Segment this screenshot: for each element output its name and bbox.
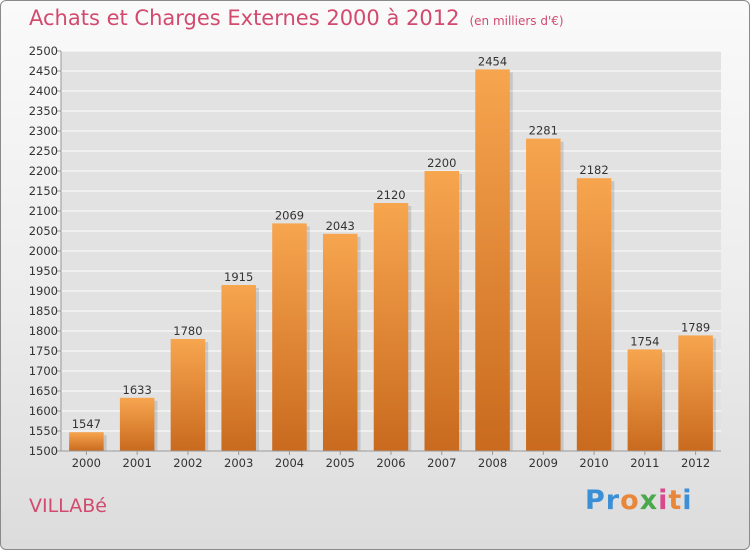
logo-letter: r xyxy=(605,485,621,516)
logo-letter: o xyxy=(620,485,640,516)
bar xyxy=(424,171,460,451)
y-tick-label: 2000 xyxy=(29,244,58,258)
bar-value-label: 2182 xyxy=(579,163,608,177)
bar xyxy=(373,203,409,451)
x-tick-label: 2007 xyxy=(427,456,456,470)
bars: 1547 1633 1780 1915 2069 2043 2120 2200 2454 2281… xyxy=(69,54,716,452)
bar xyxy=(322,233,358,451)
bar xyxy=(119,397,155,451)
y-tick-label: 1500 xyxy=(29,444,58,458)
logo-letter: P xyxy=(585,485,606,516)
bar xyxy=(221,285,256,451)
bar-value-label: 1915 xyxy=(224,270,253,284)
y-tick-label: 1650 xyxy=(29,384,58,398)
y-tick-label: 1750 xyxy=(29,344,58,358)
y-tick-label: 1950 xyxy=(29,264,58,278)
x-tick-label: 2004 xyxy=(275,456,304,470)
logo-letter: x xyxy=(639,485,659,516)
logo-letter: i xyxy=(658,485,669,516)
y-tick-label: 2500 xyxy=(29,44,58,58)
bar xyxy=(69,432,104,451)
bar-value-label: 2281 xyxy=(529,124,558,138)
x-tick-label: 2011 xyxy=(630,456,659,470)
chart-title-block: Achats et Charges Externes 2000 à 2012 (e… xyxy=(29,6,564,30)
y-tick-label: 2350 xyxy=(29,104,58,118)
y-tick-label: 2450 xyxy=(29,64,58,78)
bar-value-label: 1789 xyxy=(681,320,710,334)
bar-value-label: 2454 xyxy=(478,54,507,68)
x-tick-label: 2001 xyxy=(123,456,152,470)
x-tick-label: 2012 xyxy=(681,456,710,470)
bar xyxy=(526,138,561,451)
y-tick-label: 2200 xyxy=(29,164,58,178)
x-tick-label: 2003 xyxy=(224,456,253,470)
y-tick-label: 2100 xyxy=(29,204,58,218)
bar-value-label: 1754 xyxy=(630,334,659,348)
chart-title: Achats et Charges Externes 2000 à 2012 xyxy=(29,6,460,30)
bar xyxy=(170,339,206,451)
y-tick-label: 1800 xyxy=(29,324,58,338)
y-tick-label: 2050 xyxy=(29,224,58,238)
x-tick-label: 2006 xyxy=(376,456,405,470)
logo-letter: t xyxy=(668,485,683,516)
y-tick-label: 1550 xyxy=(29,424,58,438)
bar xyxy=(475,69,510,452)
bar xyxy=(678,335,713,451)
y-tick-label: 2150 xyxy=(29,184,58,198)
x-tick-label: 2005 xyxy=(326,456,355,470)
x-tick-label: 2008 xyxy=(478,456,507,470)
x-axis: 2000 2001 2002 2003 2004 2005 2006 2007 2008 2009… xyxy=(61,450,721,470)
y-tick-label: 1600 xyxy=(29,404,58,418)
town-name: VILLABé xyxy=(29,495,107,517)
bar xyxy=(272,223,307,451)
proxiti-logo[interactable]: Proxiti xyxy=(585,485,693,516)
y-tick-label: 2300 xyxy=(29,124,58,138)
x-tick-label: 2010 xyxy=(579,456,608,470)
y-tick-label: 1900 xyxy=(29,284,58,298)
chart-subtitle: (en milliers d'€) xyxy=(469,14,564,28)
bar xyxy=(627,349,663,451)
bar-value-label: 2043 xyxy=(326,219,355,233)
bar-value-label: 1633 xyxy=(123,383,152,397)
y-tick-label: 1850 xyxy=(29,304,58,318)
bar-value-label: 2200 xyxy=(427,156,456,170)
y-tick-label: 2400 xyxy=(29,84,58,98)
bar-value-label: 1780 xyxy=(173,324,202,338)
bar-value-label: 2069 xyxy=(275,208,304,222)
bar-value-label: 1547 xyxy=(72,417,101,431)
x-tick-label: 2009 xyxy=(529,456,558,470)
logo-letter: i xyxy=(682,485,693,516)
x-tick-label: 2000 xyxy=(72,456,101,470)
y-tick-label: 2250 xyxy=(29,144,58,158)
bar-value-label: 2120 xyxy=(376,188,405,202)
x-tick-label: 2002 xyxy=(173,456,202,470)
y-axis: 1500 1550 1600 1650 1700 1750 1800 1850 1900 1950… xyxy=(29,44,62,458)
bar xyxy=(576,178,612,451)
y-tick-label: 1700 xyxy=(29,364,58,378)
